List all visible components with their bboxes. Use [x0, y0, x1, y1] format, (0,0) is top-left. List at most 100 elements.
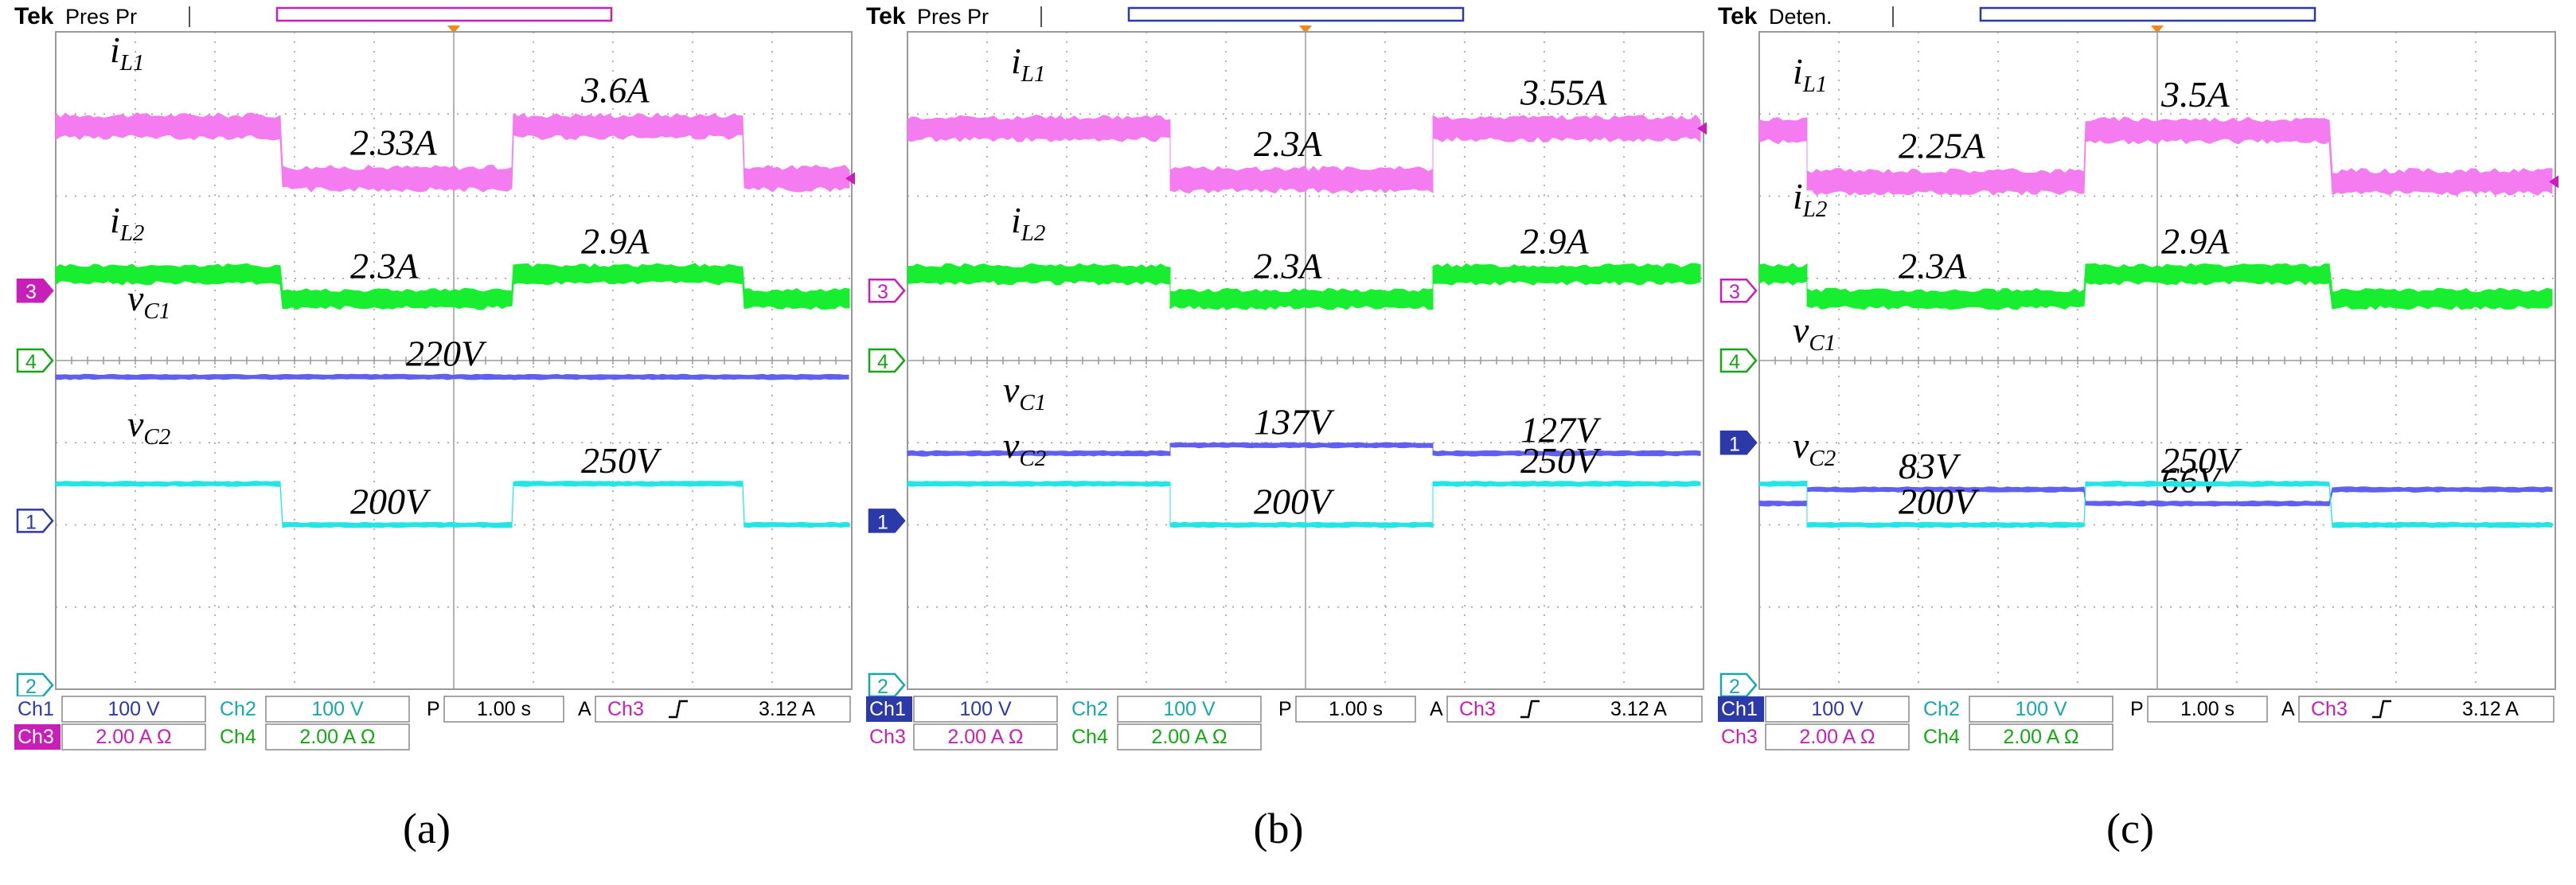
channel-4-marker: [868, 348, 906, 373]
trace-ch1: [55, 373, 849, 380]
ch1-scale-box: [1765, 696, 1910, 723]
ch3-scale: 2.00 A Ω: [96, 726, 171, 748]
panel-caption: (a): [403, 805, 451, 852]
ch3-scale-box: [1765, 723, 1910, 750]
trigger-level-marker-icon: [1697, 122, 1707, 135]
channel-3-marker: [1719, 278, 1758, 303]
time-scale-box: [1295, 696, 1416, 723]
ch3-scale-box: [61, 723, 206, 750]
ch4-scale-box: [1969, 723, 2113, 750]
value-label: 2.3A: [1254, 123, 1323, 164]
trigger-box: [1446, 696, 1703, 723]
value-label: 66V: [2161, 460, 2224, 501]
series-label-ch3: iL1: [1011, 41, 1045, 87]
value-label: 220V: [406, 333, 487, 374]
series-label-ch1: vC1: [1003, 369, 1046, 415]
ch2-scale-box: [1117, 696, 1262, 723]
trigger-level-marker-icon: [2549, 175, 2558, 189]
ch1-scale-box: [913, 696, 1058, 723]
trace-ch4: [907, 263, 1701, 310]
ch1-tag-bg: [866, 696, 912, 722]
trigger-position-icon: [1299, 25, 1312, 33]
trace-ch3: [55, 112, 850, 193]
trigger-position-icon: [2151, 25, 2164, 33]
ch1-tag-bg: [14, 696, 60, 722]
ch2-label: Ch2: [1923, 698, 1960, 720]
acquisition-mode: Deten.: [1769, 5, 1832, 29]
channel-1-marker: [1719, 431, 1758, 455]
channel-1-marker-label: 1: [877, 511, 888, 533]
channel-3-marker: [16, 278, 54, 303]
trigger-label: A: [2281, 698, 2295, 720]
series-label-ch4: iL2: [1011, 200, 1045, 246]
value-label: 127V: [1520, 410, 1602, 450]
value-label: 2.9A: [1520, 221, 1590, 262]
rising-edge-icon: [669, 700, 688, 719]
time-label: P: [1278, 698, 1292, 720]
rising-edge-icon: [1520, 700, 1540, 719]
time-scale-box: [2147, 696, 2268, 723]
channel-2-marker: [16, 673, 54, 698]
time-scale: 1.00 s: [1329, 698, 1383, 720]
time-label: P: [427, 698, 440, 720]
value-label: 2.33A: [350, 122, 438, 162]
value-label: 200V: [350, 481, 431, 522]
ch1-label: Ch1: [1721, 698, 1758, 720]
ch2-scale: 100 V: [1163, 698, 1216, 720]
channel-3-marker-label: 3: [1729, 281, 1740, 303]
channel-3-marker: [868, 278, 906, 303]
channel-2-marker: [868, 673, 906, 698]
series-label-ch3: iL1: [110, 29, 144, 76]
value-label: 137V: [1254, 401, 1335, 442]
scope-brand: Tek: [866, 3, 906, 29]
value-label: 250V: [1520, 440, 1602, 481]
series-label-ch4: iL2: [110, 200, 144, 246]
channel-3-marker-label: 3: [25, 281, 37, 303]
trigger-position-icon: [447, 25, 460, 33]
panel-caption: (b): [1253, 805, 1304, 852]
channel-1-marker-label: 1: [25, 511, 37, 533]
time-scale-box: [443, 696, 564, 723]
ch3-label: Ch3: [1721, 726, 1758, 748]
ch3-scale: 2.00 A Ω: [1799, 726, 1875, 748]
ch4-scale: 2.00 A Ω: [299, 726, 375, 748]
trace-ch2: [907, 480, 1701, 528]
acquisition-mode: Pres Pr: [917, 5, 989, 29]
value-label: 3.5A: [2160, 74, 2231, 115]
channel-4-marker: [16, 348, 54, 373]
value-label: 2.3A: [350, 246, 420, 287]
ch4-scale-box: [265, 723, 410, 750]
ch4-label: Ch4: [1923, 726, 1960, 748]
trigger-channel: Ch3: [607, 698, 644, 720]
ch4-scale: 2.00 A Ω: [1151, 726, 1227, 748]
series-label-ch2: vC2: [127, 404, 170, 450]
channel-2-marker-label: 2: [1729, 676, 1740, 698]
series-label-ch1: vC1: [127, 278, 170, 324]
ch3-tag-bg: [866, 724, 912, 750]
value-label: 2.3A: [1254, 246, 1323, 287]
ch3-label: Ch3: [18, 726, 54, 748]
trigger-level: 3.12 A: [1610, 698, 1667, 720]
series-label-ch2: vC2: [1793, 425, 1836, 471]
trace-ch1: [1758, 486, 2553, 507]
record-window-bar: [275, 6, 613, 22]
ch4-scale: 2.00 A Ω: [2003, 726, 2078, 748]
value-label: 2.25A: [1899, 125, 1986, 166]
series-label-ch1: vC1: [1793, 310, 1836, 356]
trace-ch3: [1758, 116, 2553, 196]
value-label: 3.55A: [1520, 72, 1608, 112]
trigger-channel: Ch3: [2311, 698, 2348, 720]
ch1-scale: 100 V: [959, 698, 1012, 720]
ch2-label: Ch2: [220, 698, 256, 720]
rising-edge-icon: [2372, 700, 2391, 719]
series-label-ch4: iL2: [1793, 176, 1827, 222]
scope-panel-b: Tek Pres Pr iL1 2.3A 3.55A iL2 2.3A 2.9A vC1 137V…: [866, 0, 1711, 885]
ch1-scale: 100 V: [1811, 698, 1864, 720]
trace-ch4: [55, 263, 850, 310]
scope-brand: Tek: [14, 3, 54, 29]
value-label: 2.9A: [581, 221, 650, 262]
ch2-scale-box: [265, 696, 410, 723]
channel-2-marker-label: 2: [25, 676, 37, 698]
record-window-bar: [1127, 6, 1465, 22]
series-label-ch3: iL1: [1793, 51, 1827, 97]
